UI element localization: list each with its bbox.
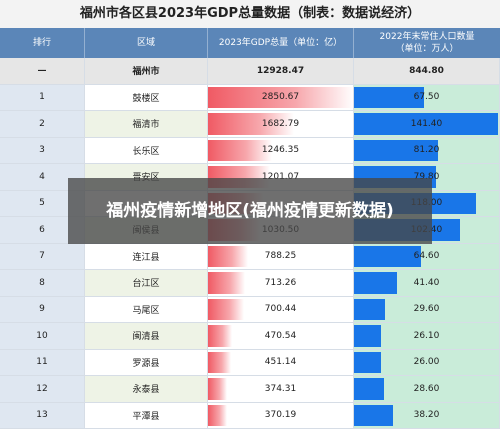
header-gdp: 2023年GDP总量（单位：亿） <box>208 28 354 58</box>
gdp-bar <box>208 352 231 374</box>
pop-cell: 141.40 <box>354 111 500 138</box>
gdp-bar <box>208 299 244 321</box>
pop-value: 81.20 <box>414 145 440 155</box>
gdp-cell: 2850.67 <box>208 85 354 112</box>
pop-value: 28.60 <box>414 384 440 394</box>
pop-cell: 26.00 <box>354 350 500 377</box>
gdp-cell: 451.14 <box>208 350 354 377</box>
pop-value: 26.00 <box>414 357 440 367</box>
rank-cell: 7 <box>0 244 85 271</box>
gdp-value: 370.19 <box>265 410 297 420</box>
rank-cell: 11 <box>0 350 85 377</box>
pop-cell: 81.20 <box>354 138 500 165</box>
gdp-cell: 700.44 <box>208 297 354 324</box>
gdp-value: 1246.35 <box>262 145 299 155</box>
gdp-bar <box>208 246 248 268</box>
pop-cell: 67.50 <box>354 85 500 112</box>
pop-value: 64.60 <box>414 251 440 261</box>
district-cell: 福清市 <box>85 111 208 138</box>
gdp-cell: 470.54 <box>208 323 354 350</box>
rank-cell: 10 <box>0 323 85 350</box>
pop-bar <box>354 378 384 400</box>
gdp-cell: 788.25 <box>208 244 354 271</box>
rank-cell: 9 <box>0 297 85 324</box>
rank-cell: 12 <box>0 376 85 403</box>
pop-cell: 38.20 <box>354 403 500 429</box>
rank-cell: 8 <box>0 270 85 297</box>
gdp-cell: 370.19 <box>208 403 354 429</box>
gdp-value: 451.14 <box>265 357 297 367</box>
gdp-value: 700.44 <box>265 304 297 314</box>
district-cell: 连江县 <box>85 244 208 271</box>
district-cell: 台江区 <box>85 270 208 297</box>
overlay-caption: 福州疫情新增地区(福州疫情更新数据) <box>68 178 432 244</box>
page-title: 福州市各区县2023年GDP总量数据（制表：数据说经济） <box>0 0 500 28</box>
pop-cell: 28.60 <box>354 376 500 403</box>
pop-bar <box>354 352 381 374</box>
gdp-cell: 1246.35 <box>208 138 354 165</box>
gdp-cell: 1682.79 <box>208 111 354 138</box>
pop-bar <box>354 299 385 321</box>
total-gdp: 12928.47 <box>208 58 354 85</box>
header-district: 区域 <box>85 28 208 58</box>
gdp-value: 374.31 <box>265 384 297 394</box>
gdp-bar <box>208 378 227 400</box>
pop-bar <box>354 246 421 268</box>
district-cell: 平潭县 <box>85 403 208 429</box>
total-rank: — <box>0 58 85 85</box>
pop-bar <box>354 325 381 347</box>
rank-cell: 2 <box>0 111 85 138</box>
gdp-cell: 374.31 <box>208 376 354 403</box>
rank-cell: 1 <box>0 85 85 112</box>
district-cell: 罗源县 <box>85 350 208 377</box>
rank-cell: 13 <box>0 403 85 429</box>
district-cell: 闽清县 <box>85 323 208 350</box>
header-pop-line1: 2022年末常住人口数量 <box>380 31 475 43</box>
total-district: 福州市 <box>85 58 208 85</box>
pop-cell: 29.60 <box>354 297 500 324</box>
header-rank: 排行 <box>0 28 85 58</box>
district-cell: 马尾区 <box>85 297 208 324</box>
header-pop-line2: （单位：万人） <box>380 43 475 55</box>
pop-value: 26.10 <box>414 331 440 341</box>
gdp-bar <box>208 325 232 347</box>
gdp-value: 1682.79 <box>262 119 299 129</box>
gdp-value: 713.26 <box>265 278 297 288</box>
pop-value: 41.40 <box>414 278 440 288</box>
pop-cell: 26.10 <box>354 323 500 350</box>
pop-cell: 41.40 <box>354 270 500 297</box>
pop-value: 29.60 <box>414 304 440 314</box>
district-cell: 鼓楼区 <box>85 85 208 112</box>
gdp-cell: 713.26 <box>208 270 354 297</box>
pop-value: 141.40 <box>411 119 443 129</box>
pop-bar <box>354 272 397 294</box>
gdp-bar <box>208 272 245 294</box>
district-cell: 长乐区 <box>85 138 208 165</box>
gdp-value: 470.54 <box>265 331 297 341</box>
gdp-value: 2850.67 <box>262 92 299 102</box>
district-cell: 永泰县 <box>85 376 208 403</box>
pop-value: 38.20 <box>414 410 440 420</box>
pop-value: 67.50 <box>414 92 440 102</box>
rank-cell: 3 <box>0 138 85 165</box>
header-pop: 2022年末常住人口数量 （单位：万人） <box>354 28 500 58</box>
gdp-value: 788.25 <box>265 251 297 261</box>
total-row: — 福州市 12928.47 844.80 <box>0 58 500 85</box>
pop-cell: 64.60 <box>354 244 500 271</box>
total-pop: 844.80 <box>354 58 500 85</box>
